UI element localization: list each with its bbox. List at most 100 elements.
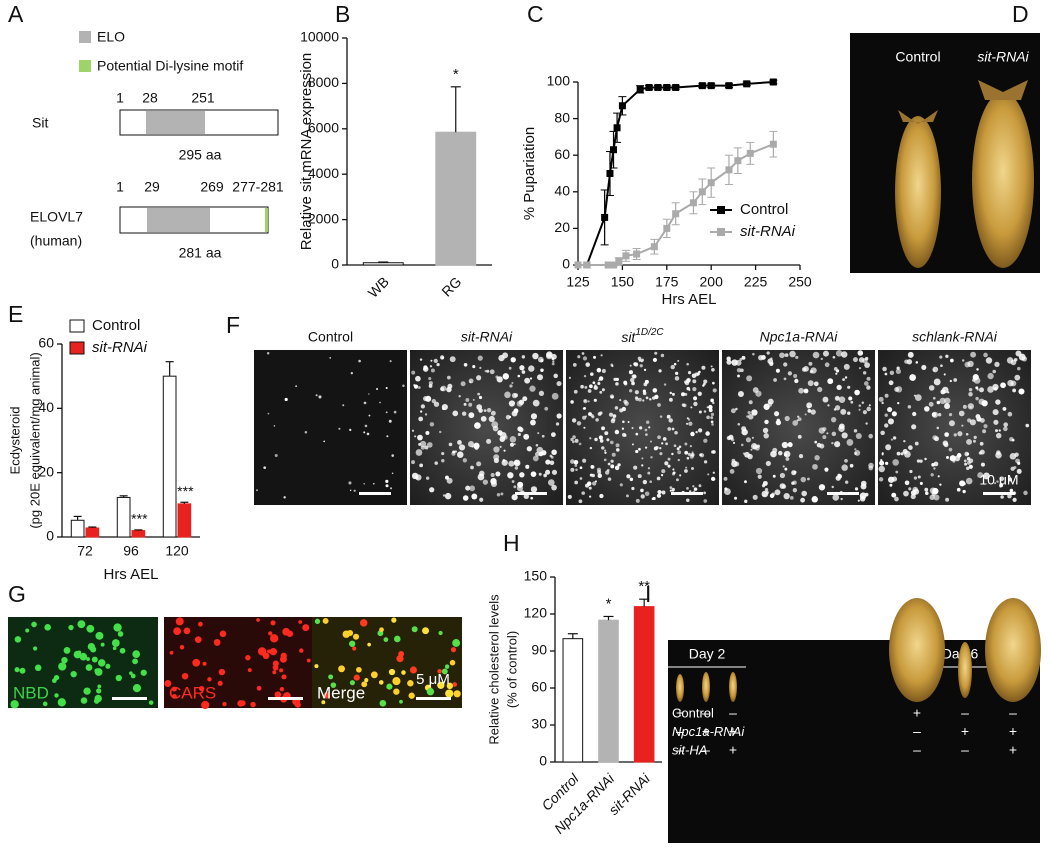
droplet <box>510 357 516 363</box>
droplet <box>731 438 735 442</box>
droplet <box>789 495 794 500</box>
droplet <box>462 495 469 501</box>
droplet <box>94 694 102 703</box>
micrograph <box>254 350 407 505</box>
droplet <box>641 457 644 460</box>
droplet <box>1015 458 1020 464</box>
droplet <box>669 486 673 489</box>
x-axis-label: Hrs AEL <box>661 291 716 308</box>
droplet <box>792 488 798 493</box>
droplet <box>444 475 449 480</box>
droplet <box>508 400 516 407</box>
droplet <box>858 366 862 370</box>
droplet <box>14 667 20 673</box>
droplet <box>999 476 1005 482</box>
droplet <box>388 668 396 676</box>
droplet <box>603 458 607 462</box>
droplet <box>750 448 753 451</box>
marker <box>615 257 623 265</box>
y-axis-label: (pg 20E equivalent/mg animal) <box>27 352 42 528</box>
droplet <box>755 390 762 397</box>
droplet <box>529 385 536 392</box>
x-axis-label: Hrs AEL <box>103 566 158 583</box>
droplet <box>820 357 823 361</box>
droplet <box>70 670 77 678</box>
droplet <box>100 642 105 647</box>
panel-f: F Control sit-RNAi sit1D/2C Npc1a-RNAi schla… <box>226 312 1031 505</box>
droplet <box>630 377 635 383</box>
droplet <box>766 351 770 355</box>
droplet <box>656 493 662 498</box>
droplet <box>486 407 492 413</box>
droplet <box>762 427 769 434</box>
droplet <box>924 406 930 412</box>
droplet <box>328 674 334 680</box>
legend-label: Potential Di-lysine motif <box>97 58 243 74</box>
droplet <box>105 663 111 669</box>
genotype-mark: + <box>729 742 737 758</box>
droplet <box>376 388 379 391</box>
droplet <box>739 357 743 361</box>
droplet <box>945 497 950 502</box>
droplet <box>741 355 746 360</box>
droplet <box>532 352 539 360</box>
panel-label: D <box>1012 1 1029 27</box>
droplet <box>936 426 940 430</box>
legend-label: Control <box>92 317 140 334</box>
droplet <box>944 403 951 410</box>
droplet <box>932 366 939 373</box>
pupa-horn <box>898 110 938 124</box>
scale-bar <box>983 492 1015 495</box>
droplet <box>835 372 838 375</box>
scale-label: 10 μM <box>979 472 1018 488</box>
droplet <box>348 640 356 647</box>
droplet <box>964 451 969 457</box>
droplet <box>502 459 506 462</box>
droplet <box>635 449 639 454</box>
droplet <box>747 453 753 460</box>
droplet <box>885 444 892 451</box>
droplet <box>496 492 501 497</box>
droplet <box>454 450 457 453</box>
droplet <box>657 489 662 495</box>
panel-label: I <box>645 581 651 607</box>
droplet <box>486 438 492 444</box>
droplet <box>712 401 715 405</box>
droplet <box>745 437 752 443</box>
droplet <box>703 382 706 386</box>
droplet <box>968 388 973 392</box>
droplet <box>862 410 867 415</box>
droplet <box>822 426 827 432</box>
droplet <box>782 465 785 468</box>
droplet <box>674 376 680 381</box>
droplet <box>673 362 677 366</box>
marker <box>743 80 751 88</box>
droplet <box>693 396 698 401</box>
droplet <box>440 386 445 392</box>
droplet <box>844 480 849 484</box>
droplet <box>611 364 614 368</box>
droplet <box>842 378 846 382</box>
droplet <box>945 354 949 359</box>
droplet <box>547 479 555 486</box>
droplet <box>638 359 642 362</box>
droplet <box>847 411 851 415</box>
x-tick-label: 250 <box>788 274 812 290</box>
droplet <box>446 477 453 484</box>
micrograph-label: sit-RNAi <box>461 329 513 345</box>
photo-label: Control <box>895 49 940 65</box>
droplet <box>775 368 780 373</box>
droplet <box>852 357 858 363</box>
droplet <box>595 418 599 422</box>
row-label: Control <box>672 705 714 720</box>
droplet <box>962 404 967 409</box>
droplet <box>413 384 419 389</box>
droplet <box>824 362 830 368</box>
droplet <box>933 378 941 386</box>
droplet <box>994 429 999 433</box>
genotype-mark: – <box>961 705 969 721</box>
droplet <box>493 446 500 453</box>
droplet <box>98 659 106 667</box>
panel-label: G <box>8 581 26 607</box>
droplet <box>478 395 483 400</box>
